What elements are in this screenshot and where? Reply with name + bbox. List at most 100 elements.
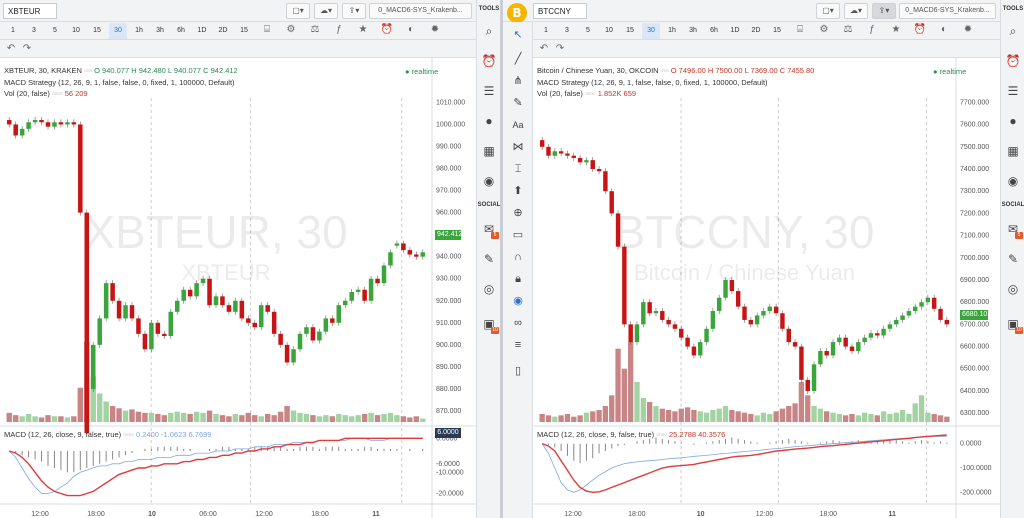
measure-icon[interactable]: ⌶ (514, 163, 522, 175)
timeframe-15-11[interactable]: 15 (240, 27, 248, 34)
indicators-icon[interactable]: ƒ (869, 24, 875, 35)
volume-settings-icon[interactable]: ▫▫▫▫ (51, 89, 63, 98)
timeframe-1-0[interactable]: 1 (11, 27, 15, 34)
alarm-clock-icon[interactable]: ⏰ (481, 54, 497, 68)
eye-icon[interactable]: ◉ (513, 295, 523, 307)
timeframe-6h-8[interactable]: 6h (177, 27, 185, 34)
symbol-input[interactable]: XBTEUR (3, 3, 57, 19)
timeframe-10-3[interactable]: 10 (605, 27, 613, 34)
streams-icon[interactable]: ◎ (483, 282, 495, 296)
chart-type-button-right[interactable]: ▢▾ (816, 3, 840, 19)
trend-line-icon[interactable]: ╱ (514, 53, 522, 65)
template-icon[interactable]: ★ (891, 24, 901, 35)
magnifier-icon[interactable]: ⌕ (485, 24, 493, 38)
notifications-icon[interactable]: ▣ (483, 317, 495, 331)
bulb-icon[interactable]: ◉ (483, 174, 495, 188)
alarm-clock-icon-2[interactable]: ⏰ (1005, 54, 1021, 68)
candle-15 (103, 283, 109, 319)
magnet-icon[interactable]: ∩ (514, 251, 522, 263)
legend-settings-icon-right[interactable]: ▫▫▫ (660, 66, 669, 75)
bulb-tb-icon[interactable]: ✹ (430, 24, 440, 35)
legend-settings-icon[interactable]: ▫▫▫ (84, 66, 93, 75)
drop-icon-2[interactable]: ● (1009, 114, 1017, 128)
cloud-save-icon[interactable]: ☁▾ (314, 3, 338, 19)
chat-icon-2[interactable]: ✉ (1007, 222, 1019, 236)
indicators-icon[interactable]: ƒ (336, 24, 342, 35)
template-icon[interactable]: ★ (358, 24, 368, 35)
timeframe-1h-6[interactable]: 1h (668, 27, 676, 34)
timeframe-1h-6[interactable]: 1h (135, 27, 143, 34)
timeframe-15-11[interactable]: 15 (773, 27, 781, 34)
timeframe-5-2[interactable]: 5 (53, 27, 57, 34)
tree-icon[interactable]: ≡ (514, 339, 522, 351)
cursor-icon[interactable]: ↖ (513, 29, 523, 41)
timeframe-30-5[interactable]: 30 (109, 23, 127, 39)
pane-divider[interactable] (500, 0, 503, 518)
bulb-icon-2[interactable]: ◉ (1007, 174, 1019, 188)
timeframe-3-1[interactable]: 3 (565, 27, 569, 34)
gear-icon[interactable]: ⚙ (819, 24, 829, 35)
notes-icon[interactable]: ☰ (483, 84, 495, 98)
redo-icon[interactable]: ↷ (22, 43, 32, 54)
timeframe-15-4[interactable]: 15 (626, 27, 634, 34)
chart-type-button[interactable]: ▢▾ (286, 3, 310, 19)
alert-icon[interactable]: ⏰ (380, 24, 394, 35)
messages-icon-2[interactable]: ✎ (1007, 252, 1019, 266)
cloud-save-icon-right[interactable]: ☁▾ (844, 3, 868, 19)
undo-icon[interactable]: ↶ (6, 43, 16, 54)
timeframe-3h-7[interactable]: 3h (689, 27, 697, 34)
compare-icon[interactable]: ⚖ (310, 24, 320, 35)
pattern-icon[interactable]: ⋈ (512, 141, 524, 153)
brush-icon[interactable]: ✎ (513, 97, 523, 109)
lock-icon[interactable]: 🔒︎ (515, 273, 521, 285)
alert-icon[interactable]: ⏰ (913, 24, 927, 35)
macd-settings-icon-right[interactable]: ▫▫▫▫ (656, 430, 667, 439)
streams-icon-2[interactable]: ◎ (1007, 282, 1019, 296)
replay-icon[interactable]: ◐ (940, 24, 948, 35)
drop-icon[interactable]: ● (485, 114, 493, 128)
magnifier-icon-2[interactable]: ⌕ (1009, 24, 1017, 38)
link-icon[interactable]: ∞ (514, 317, 522, 329)
messages-icon[interactable]: ✎ (483, 252, 495, 266)
ruler-icon[interactable]: ▭ (512, 229, 524, 241)
zoom-icon[interactable]: ⊕ (513, 207, 523, 219)
candles-icon[interactable]: ⌸ (264, 24, 270, 35)
chat-icon[interactable]: ✉ (483, 222, 495, 236)
timeframe-6h-8[interactable]: 6h (710, 27, 718, 34)
compare-icon[interactable]: ⚖ (843, 24, 853, 35)
replay-icon[interactable]: ◐ (407, 24, 415, 35)
timeframe-2D-10[interactable]: 2D (751, 27, 761, 34)
notes-icon-2[interactable]: ☰ (1007, 84, 1019, 98)
calendar-icon[interactable]: ▦ (483, 144, 495, 158)
timeframe-2D-10[interactable]: 2D (218, 27, 228, 34)
timeframe-1-0[interactable]: 1 (544, 27, 548, 34)
timeframe-3-1[interactable]: 3 (32, 27, 36, 34)
timeframe-30-5[interactable]: 30 (642, 23, 660, 39)
notifications-icon-2[interactable]: ▣ (1007, 317, 1019, 331)
timeframe-1D-9[interactable]: 1D (730, 27, 740, 34)
script-name-button-right[interactable]: 0_MACD6-SYS_Krakenb... (899, 3, 996, 19)
timeframe-5-2[interactable]: 5 (586, 27, 590, 34)
gear-icon[interactable]: ⚙ (286, 24, 296, 35)
fib-icon[interactable]: ⋔ (513, 75, 523, 87)
text-tool-icon[interactable]: Aa (512, 120, 524, 130)
timeframe-15-4[interactable]: 15 (93, 27, 101, 34)
bulb-tb-icon[interactable]: ✹ (963, 24, 973, 35)
cloud-upload-icon[interactable]: ⇪▾ (342, 3, 366, 19)
candles-icon[interactable]: ⌸ (797, 24, 803, 35)
redo-icon-right[interactable]: ↷ (555, 43, 565, 54)
timeframe-3h-7[interactable]: 3h (156, 27, 164, 34)
symbol-input-right[interactable]: BTCCNY (533, 3, 587, 19)
arrow-up-icon[interactable]: ⬆ (513, 185, 523, 197)
trash-icon[interactable]: ▯ (514, 365, 522, 377)
macd-settings-icon[interactable]: ▫▫▫▫ (123, 430, 134, 439)
script-name-button[interactable]: 0_MACD6-SYS_Krakenb... (369, 3, 472, 19)
volume-settings-icon-right[interactable]: ▫▫▫▫ (584, 89, 596, 98)
cloud-upload-icon-right[interactable]: ⇪▾ (872, 3, 896, 19)
undo-icon-right[interactable]: ↶ (539, 43, 549, 54)
calendar-icon-2[interactable]: ▦ (1007, 144, 1019, 158)
timeframe-1D-9[interactable]: 1D (197, 27, 207, 34)
timeframe-10-3[interactable]: 10 (72, 27, 80, 34)
